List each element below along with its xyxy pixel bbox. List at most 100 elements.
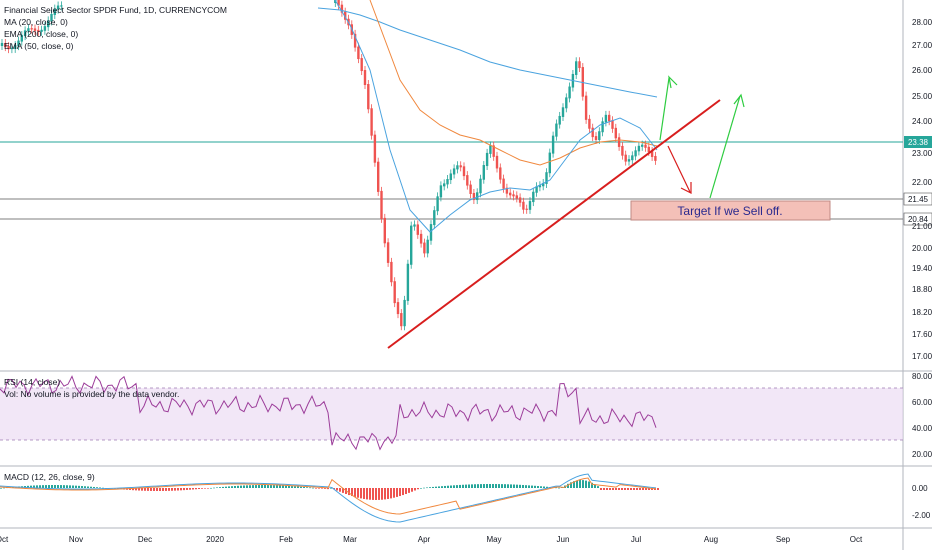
macd-bar xyxy=(603,488,605,490)
macd-bar xyxy=(90,486,92,488)
rsi-legend[interactable]: RSI (14, close) xyxy=(4,377,60,387)
macd-bar xyxy=(477,484,479,488)
candle-body xyxy=(495,155,499,169)
macd-bar xyxy=(132,488,134,491)
macd-bar xyxy=(444,485,446,488)
macd-bar xyxy=(498,484,500,488)
candle-body xyxy=(40,29,43,32)
ma20-line xyxy=(334,0,658,233)
macd-bar xyxy=(354,488,356,497)
macd-bar xyxy=(582,480,584,488)
macd-bar xyxy=(600,488,602,490)
macd-bar xyxy=(84,486,86,488)
macd-bar xyxy=(96,487,98,488)
macd-bar xyxy=(273,485,275,488)
candle-body xyxy=(443,183,446,187)
macd-bar xyxy=(264,485,266,488)
macd-bar xyxy=(507,484,509,488)
macd-bar xyxy=(162,488,164,491)
macd-bar xyxy=(402,488,404,496)
candle-body xyxy=(512,194,515,197)
macd-bar xyxy=(366,488,368,500)
rsi-line xyxy=(0,375,657,451)
macd-bar xyxy=(411,488,413,492)
macd-bar xyxy=(165,488,167,491)
macd-bar xyxy=(585,480,587,488)
price-tick: 19.40 xyxy=(912,264,932,273)
legend-ma20[interactable]: MA (20, close, 0) xyxy=(4,17,68,27)
candle-body xyxy=(377,161,380,192)
candle-body xyxy=(43,26,47,31)
macd-bar xyxy=(555,487,557,489)
macd-bar xyxy=(186,488,188,490)
macd-bar xyxy=(309,487,311,489)
time-tick: Jul xyxy=(631,535,641,544)
green-arrow-2 xyxy=(709,95,741,199)
candle-body xyxy=(631,155,634,161)
price-tick: 20.00 xyxy=(912,244,932,253)
macd-bar xyxy=(285,485,287,488)
candle-body xyxy=(27,28,30,32)
macd-bar xyxy=(621,488,623,490)
macd-bar xyxy=(369,488,371,500)
macd-legend[interactable]: MACD (12, 26, close, 9) xyxy=(4,472,95,482)
macd-bar xyxy=(144,488,146,491)
macd-bar xyxy=(93,486,95,488)
level2-badge xyxy=(903,212,932,226)
macd-bar xyxy=(204,488,206,489)
macd-bar xyxy=(81,486,83,488)
macd-axis: 0.00 -2.00 xyxy=(912,484,931,520)
macd-bar xyxy=(306,487,308,488)
macd-bar xyxy=(648,488,650,490)
macd-bar xyxy=(228,486,230,488)
macd-bar xyxy=(531,485,533,488)
macd-bar xyxy=(183,488,185,491)
macd-bar xyxy=(636,488,638,490)
candle-body xyxy=(644,144,647,148)
macd-bar xyxy=(267,485,269,488)
price-tick: 17.60 xyxy=(912,330,932,339)
macd-bar xyxy=(414,488,416,491)
macd-bar xyxy=(177,488,179,491)
candle-body xyxy=(650,151,654,157)
macd-bar xyxy=(336,488,338,491)
macd-bar xyxy=(243,485,245,488)
candle-body xyxy=(363,70,367,86)
macd-bar xyxy=(348,488,350,496)
candle-body xyxy=(492,145,495,157)
candle-body xyxy=(594,136,598,140)
macd-bar xyxy=(171,488,173,491)
price-tick: 22.00 xyxy=(912,178,932,187)
macd-bar xyxy=(567,483,569,488)
candle-body xyxy=(380,190,383,219)
macd-bar xyxy=(456,485,458,488)
legend-ema200[interactable]: EMA (200, close, 0) xyxy=(4,29,78,39)
candle-body xyxy=(23,30,27,37)
macd-bar xyxy=(294,486,296,488)
macd-bar xyxy=(102,487,104,489)
macd-bar xyxy=(435,486,437,488)
macd-bar xyxy=(342,488,344,493)
macd-bar xyxy=(426,487,428,489)
macd-bar xyxy=(57,485,59,488)
macd-bar xyxy=(618,488,620,490)
price-tick: 28.00 xyxy=(912,18,932,27)
macd-bar xyxy=(459,484,461,488)
legend-ema50[interactable]: EMA (50, close, 0) xyxy=(4,41,74,51)
candle-body xyxy=(654,155,657,161)
candle-body xyxy=(598,131,601,140)
price-tick: 21.00 xyxy=(912,222,932,231)
macd-bar xyxy=(51,485,53,488)
candle-body xyxy=(558,115,561,125)
last-price-badge xyxy=(904,136,932,148)
trendline xyxy=(387,99,721,349)
candle-body xyxy=(340,4,344,13)
price-tick: 24.00 xyxy=(912,117,932,126)
red-arrow xyxy=(667,145,691,193)
candle-body xyxy=(426,239,429,254)
macd-bar xyxy=(195,488,197,490)
macd-bar xyxy=(198,488,200,490)
macd-bar xyxy=(606,488,608,490)
candle-body xyxy=(30,28,33,30)
